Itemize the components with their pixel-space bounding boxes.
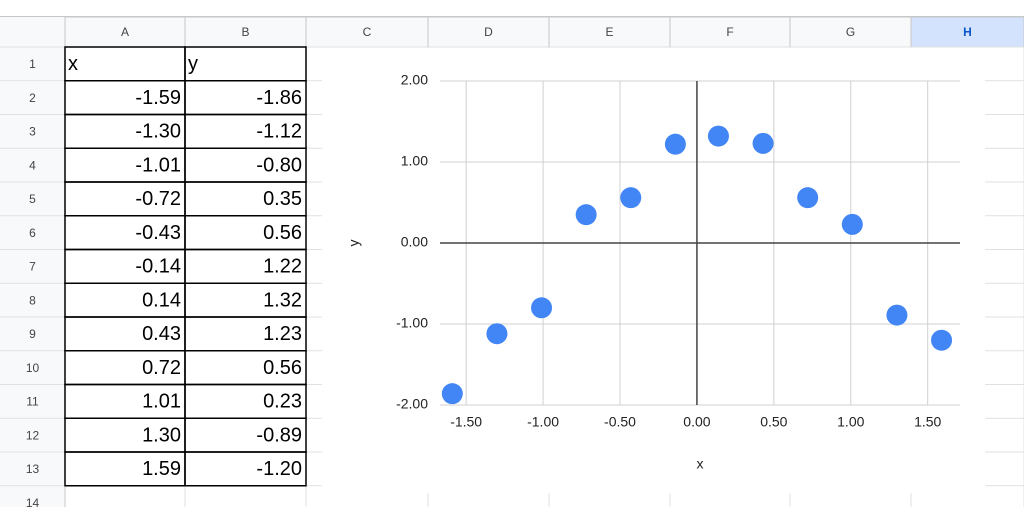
column-header — [789, 16, 912, 48]
data-point — [664, 133, 686, 155]
cell-text: -0.89 — [256, 424, 302, 446]
cell-text: -0.80 — [256, 154, 302, 176]
data-point — [486, 323, 508, 345]
cell-text: 0.43 — [142, 323, 181, 345]
cell-text: 0.23 — [263, 391, 302, 413]
cell-text: -1.59 — [135, 87, 181, 109]
cell-text: 0.72 — [142, 357, 181, 379]
cell-text: -0.43 — [135, 222, 181, 244]
row-number: 12 — [26, 428, 40, 442]
data-point — [752, 132, 774, 154]
chart-area — [322, 48, 985, 493]
column-header — [548, 16, 671, 48]
column-header-label: F — [726, 25, 733, 39]
cell-text: 0.14 — [142, 289, 181, 311]
column-header-label: D — [484, 25, 493, 39]
x-tick-label: 1.00 — [837, 414, 864, 430]
cell-text: -1.12 — [256, 121, 302, 143]
cell-text: 0.56 — [263, 357, 302, 379]
cell-text: 1.32 — [263, 289, 302, 311]
row-number: 6 — [29, 226, 36, 240]
cell-text: x — [68, 53, 78, 75]
data-point — [620, 187, 642, 209]
column-header — [184, 16, 307, 48]
column-header — [669, 16, 791, 48]
cell-text: 0.35 — [263, 188, 302, 210]
data-point — [707, 125, 729, 147]
row-number: 4 — [29, 158, 36, 172]
cell-text: 1.59 — [142, 458, 181, 480]
cell-text: 1.23 — [263, 323, 302, 345]
data-point — [931, 329, 953, 351]
column-header-label: B — [241, 25, 249, 39]
x-tick-label: 0.50 — [760, 414, 787, 430]
x-tick-label: -0.50 — [604, 414, 636, 430]
cell-text: -1.01 — [135, 154, 181, 176]
data-point — [575, 204, 597, 226]
column-header-label: G — [846, 25, 855, 39]
cell-text: -0.72 — [135, 188, 181, 210]
cell-text: 1.22 — [263, 256, 302, 278]
y-tick-label: 0.00 — [401, 234, 428, 250]
column-header-label: C — [363, 25, 372, 39]
data-point — [441, 383, 463, 405]
row-header-bar — [0, 47, 65, 507]
table-cell — [184, 451, 307, 487]
data-point — [841, 213, 863, 235]
data-point — [531, 297, 553, 319]
column-header — [910, 16, 1024, 48]
data-point — [797, 187, 819, 209]
row-number: 11 — [26, 395, 39, 409]
cell-text: 1.01 — [142, 391, 181, 413]
x-tick-label: 1.50 — [914, 414, 941, 430]
y-tick-label: -2.00 — [396, 396, 428, 412]
y-tick-label: 2.00 — [401, 72, 428, 88]
row-number: 5 — [29, 192, 36, 206]
row-number: 3 — [29, 125, 36, 139]
cell-text: -1.86 — [256, 87, 302, 109]
column-header-label: A — [121, 25, 129, 39]
cell-text: -0.14 — [135, 256, 181, 278]
x-tick-label: -1.00 — [527, 414, 559, 430]
row-number: 13 — [26, 462, 40, 476]
column-header-label: E — [605, 25, 613, 39]
column-header — [427, 16, 550, 48]
row-number: 8 — [29, 293, 36, 307]
y-tick-label: 1.00 — [401, 153, 428, 169]
cell-text: y — [188, 53, 198, 75]
x-axis-label: x — [697, 456, 704, 472]
cell-text: 0.56 — [263, 222, 302, 244]
cell-text: -1.20 — [256, 458, 302, 480]
row-number: 2 — [29, 91, 36, 105]
column-header-label: H — [963, 25, 972, 39]
row-number: 9 — [29, 327, 36, 341]
y-tick-label: -1.00 — [396, 315, 428, 331]
cell-text: -1.30 — [135, 121, 181, 143]
row-number: 7 — [29, 260, 36, 274]
row-number: 10 — [26, 361, 40, 375]
row-number: 14 — [26, 496, 40, 507]
cell-text: 1.30 — [142, 424, 181, 446]
row-number: 1 — [29, 57, 36, 71]
x-tick-label: -1.50 — [450, 414, 482, 430]
data-point — [886, 304, 908, 326]
x-tick-label: 0.00 — [683, 414, 710, 430]
y-axis-label: y — [346, 240, 362, 247]
